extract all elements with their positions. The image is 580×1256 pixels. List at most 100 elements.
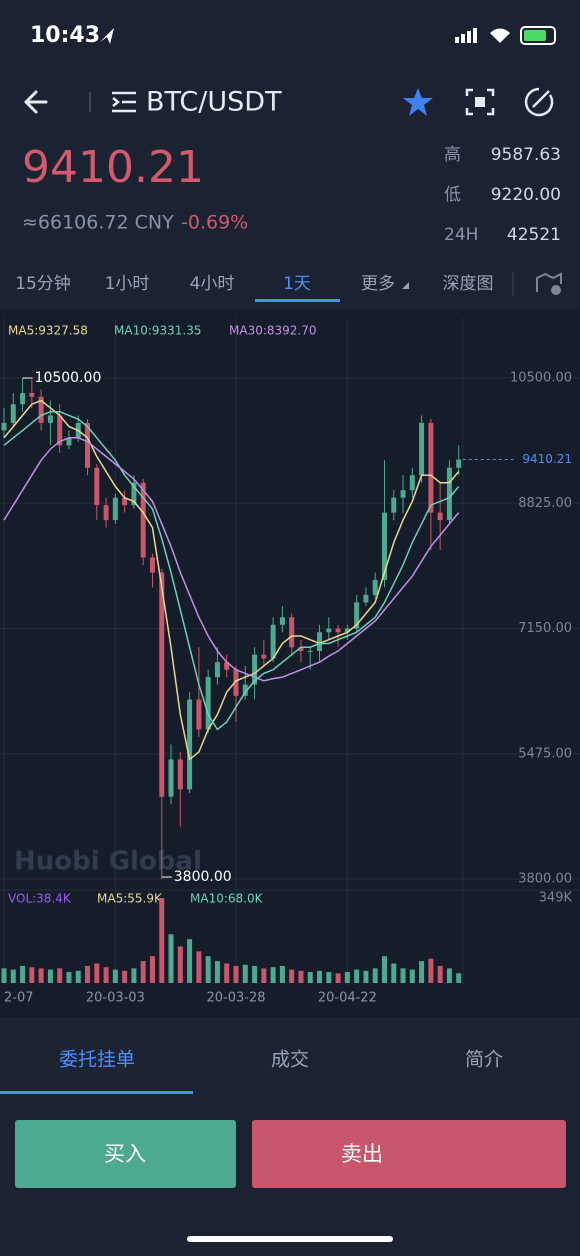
volume-bar xyxy=(159,898,165,983)
stat-value: 42521 xyxy=(507,225,561,245)
volume-bar xyxy=(47,969,53,983)
candle-body xyxy=(224,662,230,670)
candle-body xyxy=(317,632,323,651)
volume-bar xyxy=(29,967,35,983)
period-tab[interactable]: 深度图 xyxy=(443,274,494,294)
candle-body xyxy=(159,572,165,797)
volume-bar xyxy=(214,961,220,983)
sell-button[interactable] xyxy=(252,1120,566,1188)
chart-panel xyxy=(0,309,580,1017)
share-icon-arrow xyxy=(532,90,550,108)
y-tick-label: 7150.00 xyxy=(518,621,572,636)
price-change: -0.69% xyxy=(181,212,248,234)
period-tab-active[interactable]: 1天 xyxy=(283,274,311,294)
ma-line xyxy=(3,437,460,682)
bottom-tabs-bar xyxy=(0,1028,580,1100)
candle-body xyxy=(187,699,193,790)
watermark: Huobi Global xyxy=(14,847,202,877)
kline-chart: 2-07 20-03-03 20-03-28 20-04-22 10500.00 8825… xyxy=(0,318,580,1006)
volume-bar xyxy=(456,973,462,983)
candle-body xyxy=(57,415,63,446)
candle-body xyxy=(437,512,443,521)
fullscreen-icon[interactable] xyxy=(465,88,495,116)
candle-body xyxy=(381,512,387,580)
volume-bar xyxy=(335,973,341,983)
period-tab[interactable]: 4小时 xyxy=(190,274,235,294)
buy-label[interactable]: 买入 xyxy=(104,1142,146,1166)
period-tab[interactable]: 1小时 xyxy=(105,274,150,294)
volume-bar xyxy=(224,963,230,983)
volume-bar xyxy=(205,956,211,983)
volume-bar xyxy=(242,964,248,983)
volume-bar xyxy=(85,965,91,983)
back-button[interactable] xyxy=(24,90,48,114)
candle-body xyxy=(242,684,248,696)
volume-bar xyxy=(298,970,304,983)
battery-level xyxy=(524,30,546,41)
bottom-tab[interactable]: 简介 xyxy=(465,1049,503,1071)
y-tick-label: 3800.00 xyxy=(518,872,572,887)
candle-body xyxy=(335,628,341,633)
wifi-icon xyxy=(490,28,510,43)
candle-body xyxy=(326,628,332,633)
ma-legend: MA30:8392.70 xyxy=(229,324,317,338)
volume-bar xyxy=(10,969,16,983)
volume-bar xyxy=(252,965,258,983)
buy-button[interactable] xyxy=(15,1120,236,1188)
stat-label: 低 xyxy=(444,185,461,205)
x-tick-label: 20-03-28 xyxy=(206,991,265,1006)
bottom-tab[interactable]: 成交 xyxy=(271,1049,309,1071)
signal-icon xyxy=(455,28,477,43)
candle-body xyxy=(289,617,295,648)
bottom-tab-active[interactable]: 委托挂单 xyxy=(59,1049,135,1071)
candle-body xyxy=(252,654,258,685)
candle-body xyxy=(344,628,350,633)
stat-value: 9220.00 xyxy=(491,185,561,205)
candle-body xyxy=(149,557,155,573)
stat-value: 9587.63 xyxy=(491,145,561,165)
battery-icon xyxy=(520,26,556,45)
candle-body xyxy=(363,594,369,603)
candle-body xyxy=(196,699,202,730)
last-price-label: 9410.21 xyxy=(522,452,572,466)
volume-bar xyxy=(140,961,146,983)
volume-bar xyxy=(57,968,63,983)
candle-body xyxy=(47,415,53,423)
status-time: 10:43 xyxy=(30,23,100,48)
period-tab[interactable]: 15分钟 xyxy=(15,274,71,294)
candle-body xyxy=(205,677,211,730)
low-label: 3800.00 xyxy=(174,869,232,885)
volume-bar xyxy=(1,968,7,983)
menu-icon[interactable] xyxy=(112,91,136,113)
chart-settings-icon[interactable] xyxy=(536,272,562,292)
share-icon[interactable] xyxy=(524,87,554,117)
candle-body xyxy=(214,662,220,678)
pair-title[interactable]: BTC/USDT xyxy=(146,87,282,118)
volume-bar xyxy=(317,970,323,983)
y-tick-label: 10500.00 xyxy=(510,371,572,386)
volume-tick-label: 349K xyxy=(539,891,573,906)
favorite-star[interactable] xyxy=(403,88,433,116)
volume-bar xyxy=(112,969,118,983)
volume-bar xyxy=(409,969,415,983)
candle-body xyxy=(66,437,72,446)
period-tab[interactable]: 更多 xyxy=(361,274,395,294)
home-indicator xyxy=(187,1236,393,1242)
volume-bar xyxy=(20,965,26,983)
candle-body xyxy=(29,392,35,397)
sell-label[interactable]: 卖出 xyxy=(341,1142,383,1166)
candle-body xyxy=(131,482,137,506)
cny-price: ≈66106.72 CNY xyxy=(22,212,174,234)
candle-body xyxy=(85,422,91,468)
candle-body xyxy=(409,475,415,491)
volume-bar xyxy=(261,968,267,983)
volume-bar xyxy=(437,965,443,983)
volume-bar xyxy=(446,968,452,983)
volume-bar xyxy=(131,968,137,983)
chart-settings-gear xyxy=(551,285,561,295)
volume-bar xyxy=(103,967,109,983)
volume-bar xyxy=(344,972,350,983)
stat-label: 高 xyxy=(444,145,461,165)
candle-body xyxy=(122,497,128,506)
x-tick-label: 2-07 xyxy=(4,991,34,1006)
